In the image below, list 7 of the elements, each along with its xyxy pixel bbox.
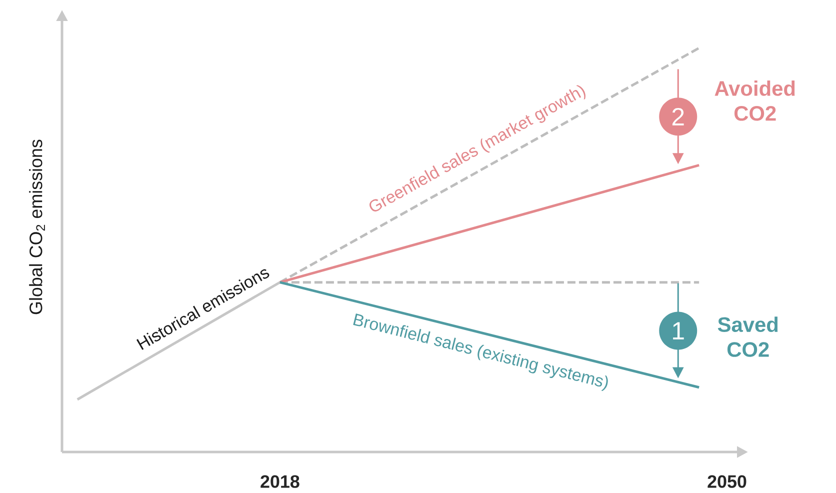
x-tick-label: 2018 [260, 475, 300, 488]
x-tick-label: 2050 [708, 475, 746, 488]
y-axis-title: Global CO$_{2}$ emissions [29, 140, 45, 314]
annotation: 1 [673, 322, 684, 340]
annotation: 2 [672, 108, 684, 126]
annotation: Avoided CO2 [714, 80, 795, 121]
annotation: Saved CO2 [718, 316, 778, 357]
